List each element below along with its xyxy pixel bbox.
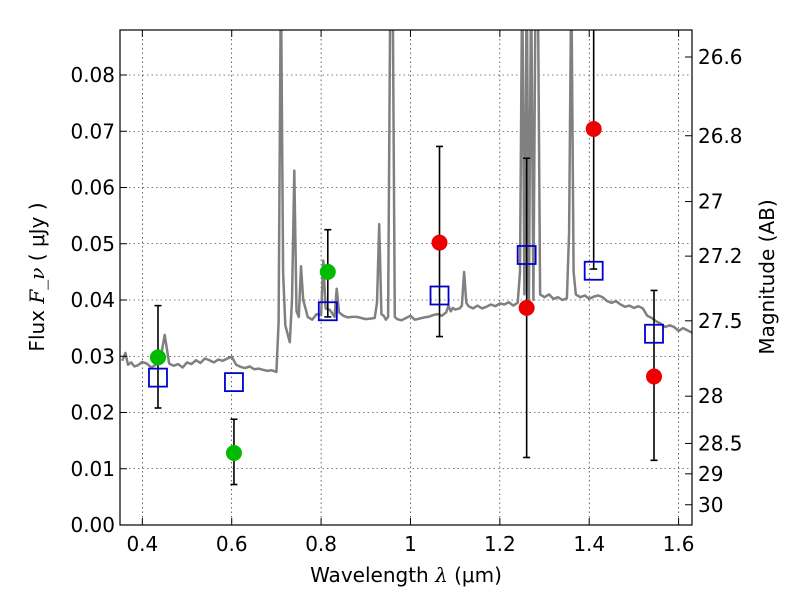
axis-ticks bbox=[120, 30, 692, 526]
right-tick-label: 27.5 bbox=[698, 309, 743, 333]
y-tick-label: 0.06 bbox=[70, 176, 115, 200]
x-tick-label: 0.6 bbox=[216, 532, 248, 556]
right-tick-labels: 26.6 26.8 27 27.2 27.5 28 28.5 29 30 bbox=[698, 45, 743, 517]
right-tick-label: 30 bbox=[698, 493, 723, 517]
right-tick-label: 26.6 bbox=[698, 45, 743, 69]
y-tick-label: 0.04 bbox=[70, 288, 115, 312]
right-tick-label: 28.5 bbox=[698, 431, 743, 455]
y-tick-label: 0.08 bbox=[70, 63, 115, 87]
model-square-point bbox=[148, 367, 168, 388]
right-tick-label: 28 bbox=[698, 384, 723, 408]
y-axis-label: Flux F_ν ( μJy ) bbox=[25, 202, 49, 351]
x-tick-label: 1 bbox=[404, 532, 417, 556]
detection-point bbox=[319, 263, 336, 280]
right-tick-label: 29 bbox=[698, 462, 723, 486]
right-tick-label: 26.8 bbox=[698, 124, 743, 148]
model-square-point bbox=[583, 260, 604, 281]
y-tick-label: 0.07 bbox=[70, 119, 115, 143]
x-tick-label: 1.2 bbox=[484, 532, 516, 556]
y-tick-labels: 0.00 0.01 0.02 0.03 0.04 0.05 0.06 0.07 0.08 bbox=[70, 63, 115, 537]
y-tick-label: 0.01 bbox=[70, 457, 115, 481]
spectrum-layer bbox=[121, 30, 692, 374]
detection-point bbox=[431, 234, 448, 251]
x-tick-label: 0.8 bbox=[305, 532, 337, 556]
plot-frame bbox=[119, 29, 693, 526]
gridlines bbox=[120, 30, 692, 526]
y-tick-label: 0.02 bbox=[70, 401, 115, 425]
axis-label-symbol: λ bbox=[434, 563, 448, 587]
axis-label-text: Flux bbox=[25, 304, 49, 352]
x-tick-label: 0.4 bbox=[126, 532, 158, 556]
detection-point bbox=[225, 445, 242, 461]
x-tick-label: 1.6 bbox=[663, 532, 695, 556]
detection-point bbox=[518, 299, 535, 316]
axis-label-text: Wavelength bbox=[310, 563, 435, 587]
y-tick-label: 0.03 bbox=[70, 344, 115, 368]
detection-point bbox=[585, 121, 602, 137]
detection-point bbox=[149, 349, 166, 366]
right-tick-label: 27 bbox=[698, 190, 723, 214]
axis-label-text: (μm) bbox=[448, 563, 502, 587]
model-square-point bbox=[317, 301, 338, 322]
marker-layer bbox=[148, 121, 664, 461]
right-axis-label: Magnitude (AB) bbox=[755, 199, 779, 354]
model-square-point bbox=[644, 323, 664, 344]
model-square-point bbox=[429, 285, 450, 306]
axis-label-symbol: F_ν bbox=[25, 268, 49, 305]
spectrum-line bbox=[121, 30, 692, 374]
model-square-point bbox=[224, 372, 244, 393]
axis-label-text: ( μJy ) bbox=[25, 202, 49, 267]
y-tick-label: 0.00 bbox=[70, 513, 115, 537]
y-tick-label: 0.05 bbox=[70, 232, 115, 256]
detection-point bbox=[646, 368, 663, 385]
plot-area bbox=[120, 30, 692, 525]
x-tick-labels: 0.4 0.6 0.8 1 1.2 1.4 1.6 bbox=[126, 532, 694, 556]
right-tick-label: 27.2 bbox=[698, 244, 743, 268]
x-axis-label: Wavelength λ (μm) bbox=[310, 563, 502, 587]
x-tick-label: 1.4 bbox=[573, 532, 605, 556]
model-square-point bbox=[516, 245, 537, 265]
